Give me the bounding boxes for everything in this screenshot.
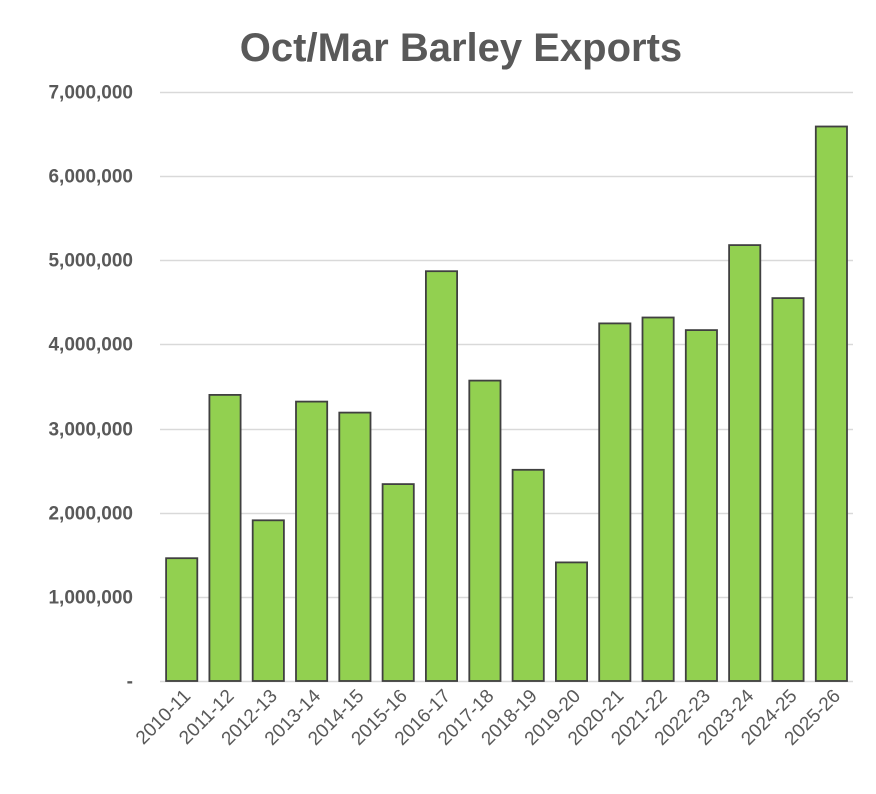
bar	[424, 270, 458, 682]
chart-title: Oct/Mar Barley Exports	[239, 26, 683, 70]
y-tick-label: 2,000,000	[48, 504, 133, 525]
bar	[165, 557, 199, 682]
bar	[641, 316, 675, 682]
bar	[208, 393, 242, 682]
y-tick-label: 7,000,000	[48, 83, 133, 104]
bar	[728, 244, 762, 682]
bar	[338, 411, 372, 682]
bar	[814, 125, 848, 682]
bar	[295, 400, 329, 682]
bar	[771, 297, 805, 682]
y-tick-label: 4,000,000	[48, 335, 133, 356]
bar	[555, 561, 589, 682]
bar	[684, 329, 718, 682]
y-tick-label: 5,000,000	[48, 251, 133, 272]
y-tick-label: 1,000,000	[48, 588, 133, 609]
bar	[511, 468, 545, 682]
y-tick-label: -	[127, 672, 133, 693]
bar	[598, 322, 632, 682]
bar	[468, 379, 502, 682]
bar	[251, 519, 285, 682]
y-tick-label: 6,000,000	[48, 167, 133, 188]
bar	[381, 483, 415, 682]
y-tick-label: 3,000,000	[48, 420, 133, 441]
